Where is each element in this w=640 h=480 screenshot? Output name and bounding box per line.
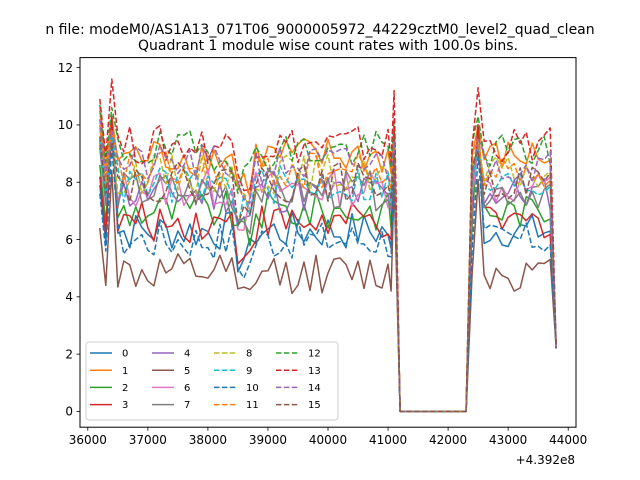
y-tick-label: 2	[65, 347, 73, 361]
series-line-11	[99, 124, 557, 413]
series-line-15	[99, 136, 557, 413]
series-line-14	[99, 119, 557, 413]
series-line-12	[99, 104, 557, 413]
x-axis: 36000 37000 38000 39000 40000 41000 42000 43000…	[69, 427, 587, 447]
plot-area	[99, 78, 557, 413]
y-tick-label: 12	[58, 61, 73, 75]
legend-label-9: 9	[246, 366, 252, 377]
x-tick-label: 36000	[69, 433, 107, 447]
x-tick-label: 44000	[549, 433, 587, 447]
legend-label-4: 4	[184, 349, 190, 360]
series-line-9	[99, 135, 557, 413]
y-axis: 0 2 4 6 8 10 12	[58, 61, 80, 419]
y-tick-label: 10	[58, 118, 73, 132]
y-tick-label: 0	[65, 405, 73, 419]
legend-label-5: 5	[184, 366, 190, 377]
legend-label-7: 7	[184, 400, 190, 411]
y-tick-label: 4	[65, 290, 73, 304]
legend-label-2: 2	[122, 383, 128, 394]
series-line-5	[99, 170, 557, 413]
legend-label-12: 12	[308, 349, 321, 360]
x-tick-label: 37000	[129, 433, 167, 447]
figure-suptitle: n file: modeM0/AS1A13_071T06_9000005972_…	[45, 22, 594, 38]
x-tick-label: 38000	[189, 433, 227, 447]
x-offset-label: +4.392e8	[516, 453, 575, 467]
legend-box	[85, 341, 339, 421]
x-tick-label: 39000	[249, 433, 287, 447]
legend-label-15: 15	[308, 400, 321, 411]
legend-label-13: 13	[308, 366, 321, 377]
series-line-10	[99, 147, 557, 413]
x-tick-label: 42000	[429, 433, 467, 447]
legend-label-10: 10	[246, 383, 259, 394]
legend-label-6: 6	[184, 383, 190, 394]
x-tick-label: 40000	[309, 433, 347, 447]
x-tick-label: 43000	[489, 433, 527, 447]
series-line-3	[99, 115, 557, 413]
legend-label-0: 0	[122, 349, 128, 360]
series-line-8	[99, 127, 557, 413]
legend-label-11: 11	[246, 400, 259, 411]
chart-title: Quadrant 1 module wise count rates with …	[138, 38, 518, 54]
x-tick-label: 41000	[369, 433, 407, 447]
legend-label-8: 8	[246, 349, 252, 360]
y-tick-label: 8	[65, 176, 73, 190]
legend-label-3: 3	[122, 400, 128, 411]
series-line-13	[99, 78, 557, 413]
legend-label-14: 14	[308, 383, 321, 394]
legend-label-1: 1	[122, 366, 128, 377]
y-tick-label: 6	[65, 233, 73, 247]
